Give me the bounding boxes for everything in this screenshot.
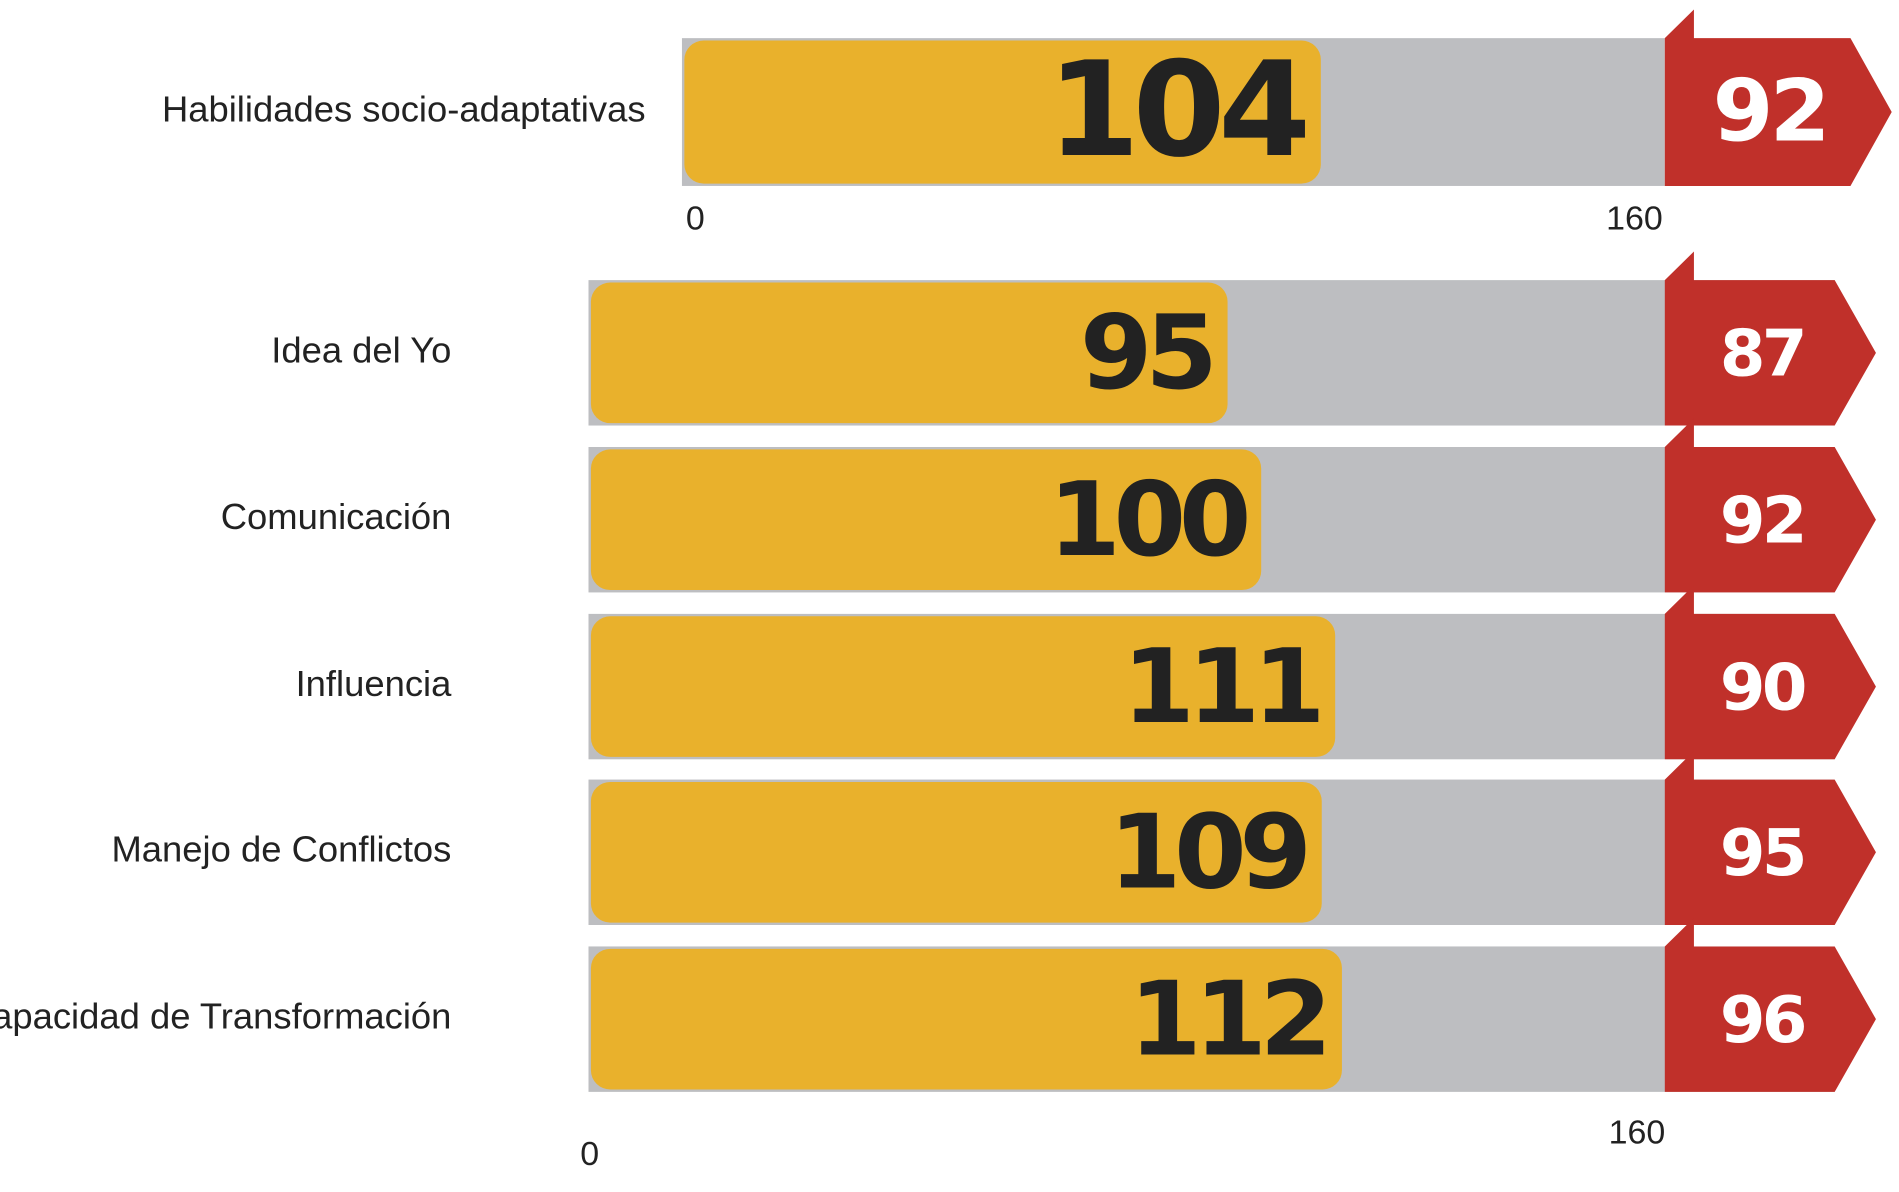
flag	[1664, 418, 1876, 593]
bar	[590, 449, 1262, 591]
flag-label: 90	[1720, 651, 1805, 725]
category-label: Influencia	[296, 663, 453, 704]
category-label: Idea del Yo	[271, 330, 451, 371]
value-label: 104	[1047, 34, 1305, 187]
value-label: 100	[1048, 461, 1247, 580]
flag-label: 95	[1720, 816, 1804, 890]
x-tick-label: 160	[1606, 201, 1663, 238]
x-tick-label: 0	[686, 201, 705, 238]
flag-label: 92	[1720, 484, 1804, 558]
bar	[590, 948, 1342, 1090]
value-label: 112	[1129, 960, 1325, 1079]
flag-label: 96	[1720, 983, 1804, 1057]
flag	[1664, 585, 1876, 760]
flag	[1664, 251, 1876, 426]
category-label: Capacidad de Transformación	[0, 996, 451, 1037]
value-label: 95	[1080, 294, 1211, 413]
flag	[1664, 917, 1876, 1092]
bar	[684, 40, 1321, 184]
flag-label: 92	[1713, 62, 1827, 161]
bar	[590, 616, 1336, 757]
category-label: Manejo de Conflictos	[111, 829, 451, 870]
flag	[1664, 750, 1876, 925]
bar	[590, 781, 1322, 923]
category-label: Habilidades socio-adaptativas	[162, 89, 646, 130]
category-label: Comunicación	[221, 496, 452, 537]
value-label: 109	[1109, 793, 1306, 912]
flag	[1664, 9, 1892, 186]
flag-label: 87	[1720, 317, 1804, 391]
value-label: 111	[1122, 628, 1318, 747]
bar	[590, 282, 1228, 424]
x-tick-label: 0	[580, 1136, 599, 1173]
x-tick-label: 160	[1609, 1115, 1666, 1152]
